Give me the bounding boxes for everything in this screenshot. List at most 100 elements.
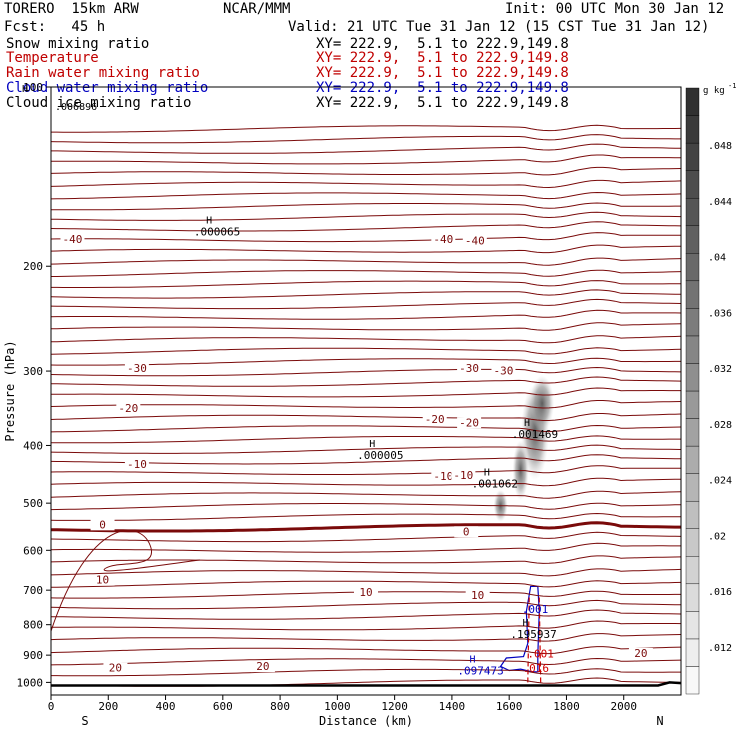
isotherm-line [50,289,681,299]
colorbar-cell [685,666,700,695]
isotherm-label: -30 [459,362,479,375]
isotherm-label-bg [124,459,149,471]
isotherm-line [50,298,682,310]
isotherm-label: -40 [465,234,485,247]
max-marker: H [524,418,530,429]
isotherm-label: 0 [99,518,106,531]
isotherm-line [50,542,681,553]
max-marker: H [484,467,490,478]
isotherm-line [50,347,682,355]
colorbar-tick-label: .04 [708,253,726,264]
y-tick-label: 600 [23,544,43,557]
valid-label: Valid: 21 UTC Tue 31 Jan 12 (15 CST Tue … [288,19,710,35]
max-value-label: .001062 [472,477,518,490]
colorbar-tick-label: .02 [708,531,726,542]
isotherm-line [50,244,682,254]
corner-max-marker: H [22,84,28,95]
y-tick-label: 800 [23,619,43,632]
isotherm-label: 20 [634,647,647,660]
colorbar-cell [685,197,700,226]
x-tick-label: 1600 [496,700,523,713]
y-tick-label: 100 [23,81,43,94]
colorbar-tick-label: .012 [708,643,732,654]
field-temperature-xy: XY= 222.9, 5.1 to 222.9,149.8 [316,50,569,66]
isotherm-label-bg [90,519,115,531]
y-tick-label: 700 [23,584,43,597]
isotherm-line [50,512,682,521]
max-marker: H [523,618,529,629]
isotherm-line [51,124,682,133]
init-label: Init: 00 UTC Mon 30 Jan 12 [505,1,725,17]
isotherm-line [50,232,681,243]
isotherm-line [50,599,682,610]
isotherm-label-bg [431,233,456,245]
max-value-label: .000005 [357,449,403,462]
isotherm-label: 10 [471,589,484,602]
isotherm-label: -20 [425,413,445,426]
colorbar-cell [685,335,700,364]
max-marker: H [369,439,375,450]
y-tick-label: 500 [23,497,43,510]
y-tick-label: 400 [23,439,43,452]
x-tick-label: 0 [48,700,55,713]
max-marker: H [470,654,476,665]
isotherm-label: -10 [433,470,453,483]
isotherm-line [50,211,682,221]
isotherm-line [50,221,682,232]
isotherm-line [50,646,682,655]
fcst-label: Fcst: 45 h [4,19,106,35]
x-tick-label: 1200 [381,700,408,713]
corner-value-label: .006896 [55,102,97,113]
isotherm-line [50,633,682,642]
isotherm-line [51,376,682,387]
field-snow-xy: XY= 222.9, 5.1 to 222.9,149.8 [316,36,569,52]
isotherm-line [50,179,682,189]
isotherm-label-bg [454,526,479,538]
isotherm-label-bg [103,662,128,674]
field-rain-name: Rain water mixing ratio [6,65,200,81]
isotherm-label-bg [124,363,149,375]
x-axis-title: Distance (km) [319,714,413,728]
isotherm-label: -40 [63,233,83,246]
x-tick-label: 1400 [439,700,466,713]
x-tick-label: 1800 [553,700,580,713]
x-tick-label: 400 [156,700,176,713]
colorbar-cell [685,115,700,144]
colorbar-cell [685,611,700,640]
isotherm-line [51,620,682,631]
y-tick-label: 1000 [17,676,44,689]
south-label: S [81,714,88,728]
isotherm-line [50,454,682,465]
x-tick-label: 600 [213,700,233,713]
isotherm-label: -20 [459,416,479,429]
colorbar-cell [685,500,700,529]
field-snow-name: Snow mixing ratio [6,36,150,52]
rain-contour-right [538,597,542,683]
isotherm-line [50,568,682,577]
colorbar-cell [685,142,700,171]
colorbar-tick-label: .036 [708,308,732,319]
isotherm-line [50,400,682,409]
isotherm-label: 10 [359,586,372,599]
terrain-line [51,681,682,687]
isotherm-line [50,531,682,543]
isotherm-label: 20 [109,662,122,675]
north-label: N [656,714,663,728]
colorbar-cell [685,583,700,612]
isotherm-line [50,134,681,144]
isotherm-line [50,477,682,487]
isotherm-line [50,444,682,454]
isotherm-label: -40 [433,233,453,246]
cloud-water-label: .001 [522,603,549,616]
colorbar-cell [685,308,700,337]
colorbar-cell [685,87,700,116]
isotherm-label: -20 [118,402,138,415]
field-cloudice-xy: XY= 222.9, 5.1 to 222.9,149.8 [316,95,569,111]
model-label: TORERO 15km ARW [4,1,139,17]
isotherm-label: 10 [96,574,109,587]
cloud-water-contour [499,585,540,673]
colorbar-cell [685,418,700,447]
isotherm-label: -30 [494,365,514,378]
colorbar-cell [685,280,700,309]
isotherm-line [50,366,682,377]
